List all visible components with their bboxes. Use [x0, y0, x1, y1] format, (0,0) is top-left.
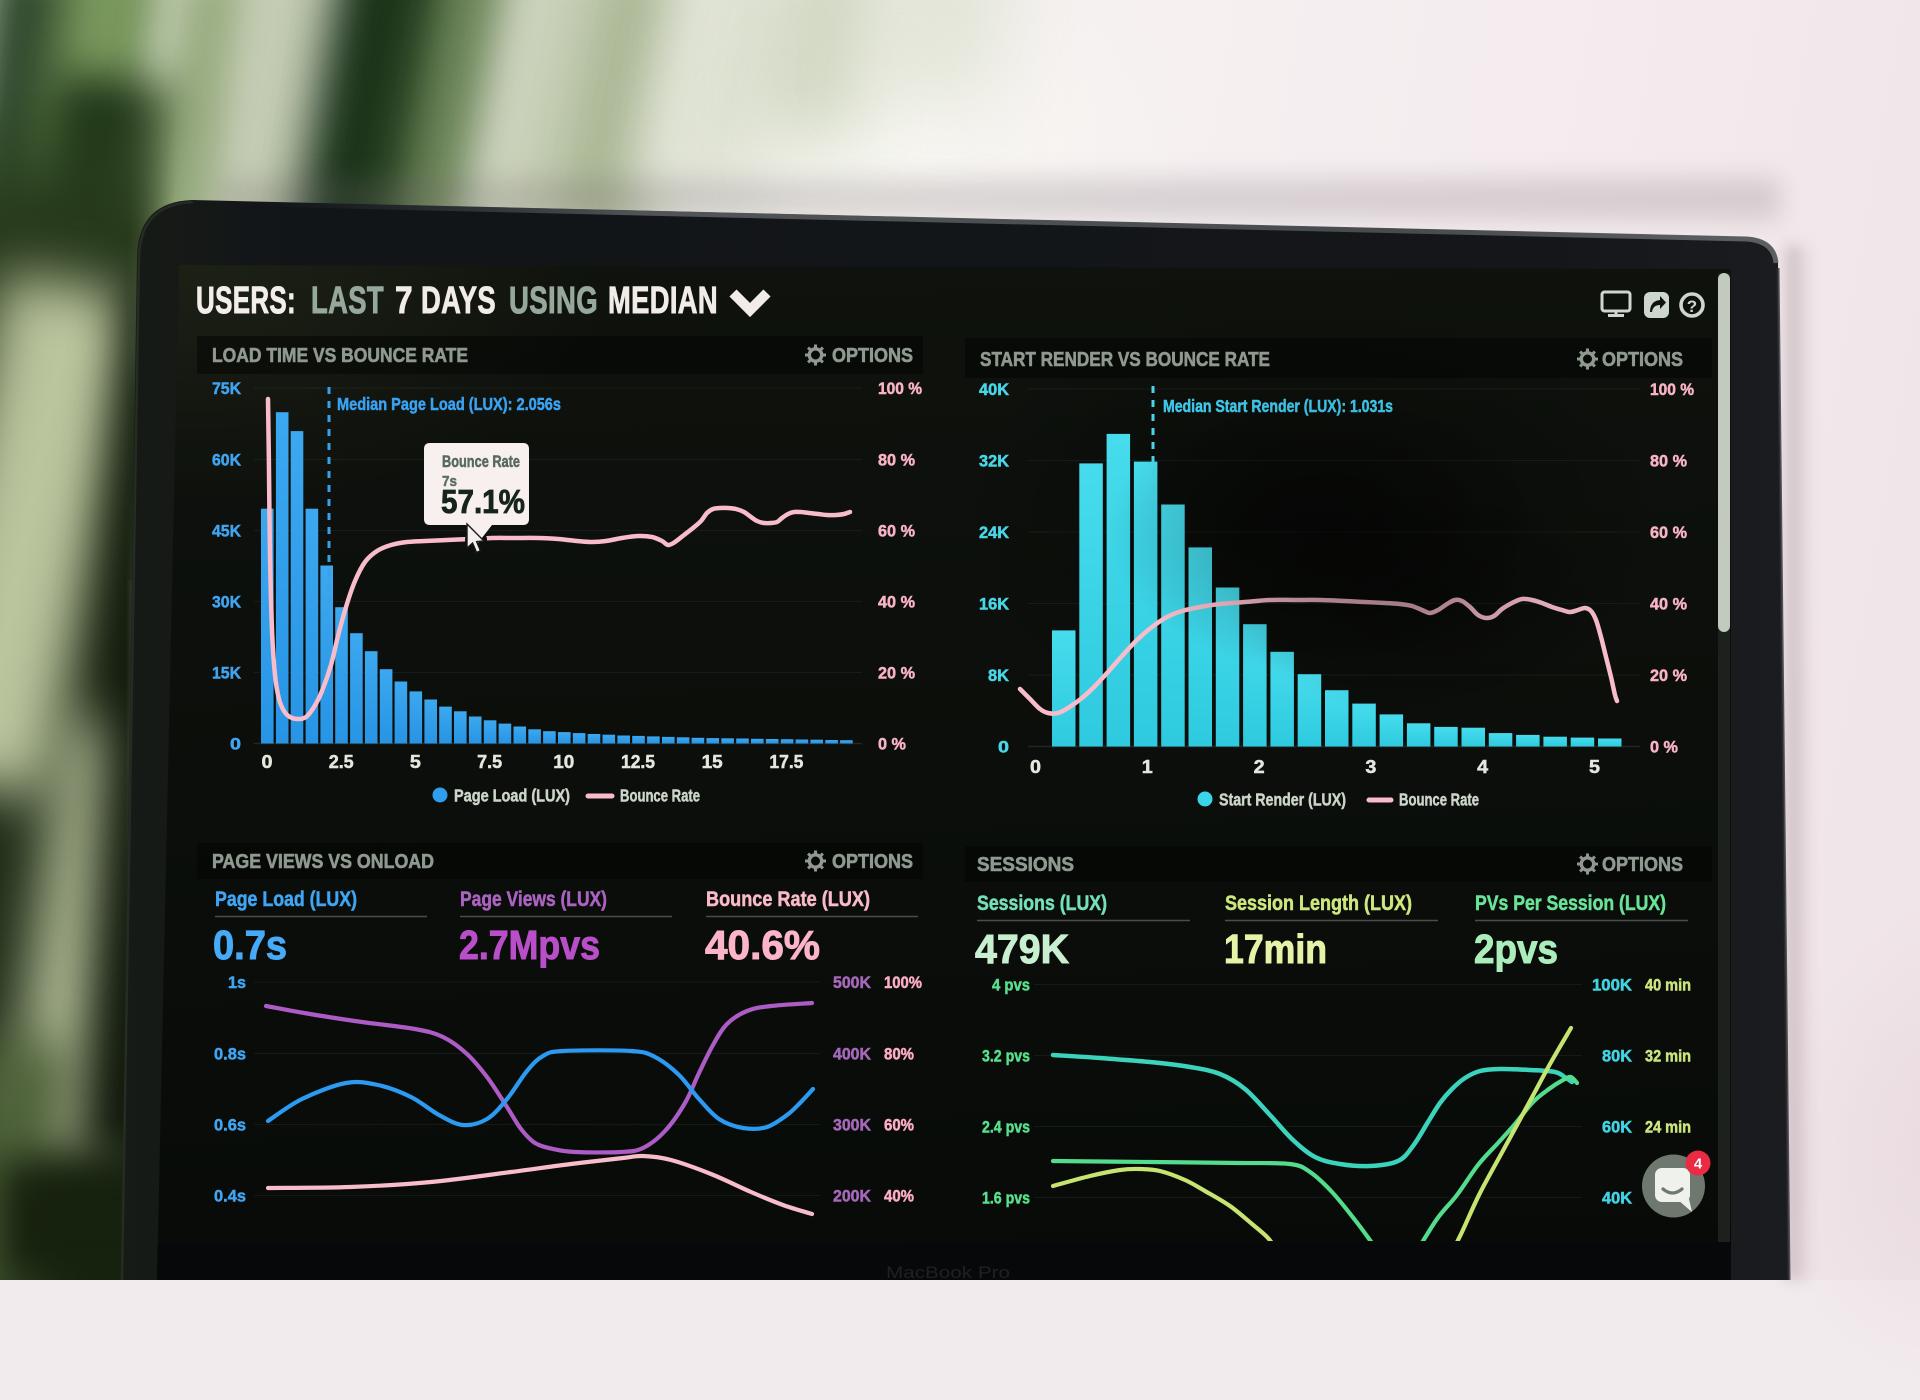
- svg-text:OPTIONS: OPTIONS: [1602, 854, 1683, 876]
- svg-text:0: 0: [230, 735, 241, 754]
- svg-text:100K: 100K: [1592, 976, 1633, 995]
- svg-text:80%: 80%: [884, 1045, 914, 1064]
- svg-text:80 %: 80 %: [878, 451, 915, 470]
- svg-text:16K: 16K: [979, 595, 1010, 614]
- svg-text:2pvs: 2pvs: [1474, 926, 1558, 972]
- svg-text:2: 2: [1254, 756, 1265, 777]
- svg-text:0: 0: [262, 751, 273, 772]
- svg-text:10: 10: [553, 751, 574, 772]
- svg-text:1: 1: [1142, 756, 1153, 777]
- svg-text:75K: 75K: [212, 379, 242, 398]
- svg-text:32 min: 32 min: [1645, 1047, 1691, 1066]
- svg-text:4 pvs: 4 pvs: [992, 976, 1030, 995]
- svg-text:PVs Per Session (LUX): PVs Per Session (LUX): [1475, 892, 1666, 915]
- svg-text:?: ?: [1687, 297, 1697, 316]
- svg-text:200K: 200K: [833, 1187, 872, 1206]
- svg-text:100%: 100%: [884, 973, 922, 992]
- svg-text:40 %: 40 %: [878, 593, 915, 612]
- svg-text:Bounce Rate: Bounce Rate: [620, 786, 700, 806]
- svg-text:45K: 45K: [212, 522, 242, 541]
- svg-text:4: 4: [1694, 1156, 1703, 1173]
- svg-text:0.7s: 0.7s: [213, 922, 287, 968]
- svg-text:1s: 1s: [228, 973, 246, 992]
- svg-text:Page Load (LUX): Page Load (LUX): [215, 888, 357, 911]
- svg-text:Sessions (LUX): Sessions (LUX): [977, 892, 1107, 915]
- svg-text:60K: 60K: [212, 451, 242, 470]
- svg-text:2.5: 2.5: [329, 751, 354, 772]
- svg-text:Median Page Load (LUX): 2.056s: Median Page Load (LUX): 2.056s: [337, 394, 561, 414]
- svg-text:OPTIONS: OPTIONS: [1602, 349, 1683, 371]
- svg-text:Median Start Render (LUX): 1.0: Median Start Render (LUX): 1.031s: [1163, 396, 1393, 416]
- svg-text:5: 5: [1589, 756, 1600, 777]
- svg-text:80K: 80K: [1602, 1047, 1633, 1066]
- svg-text:OPTIONS: OPTIONS: [832, 345, 913, 367]
- svg-text:24 min: 24 min: [1645, 1118, 1691, 1137]
- svg-text:17.5: 17.5: [769, 751, 803, 772]
- svg-text:40%: 40%: [884, 1187, 914, 1206]
- svg-text:20 %: 20 %: [1650, 666, 1687, 685]
- svg-text:0.4s: 0.4s: [214, 1187, 246, 1206]
- svg-text:40 min: 40 min: [1645, 976, 1691, 995]
- svg-text:PAGE VIEWS VS ONLOAD: PAGE VIEWS VS ONLOAD: [212, 851, 434, 873]
- svg-text:0 %: 0 %: [878, 735, 906, 754]
- svg-text:4: 4: [1477, 756, 1489, 777]
- svg-text:60K: 60K: [1602, 1118, 1633, 1137]
- svg-text:1.6 pvs: 1.6 pvs: [982, 1189, 1030, 1208]
- svg-text:100 %: 100 %: [1650, 380, 1694, 399]
- svg-text:Start Render (LUX): Start Render (LUX): [1219, 790, 1346, 810]
- svg-text:7s: 7s: [442, 473, 457, 490]
- svg-text:32K: 32K: [979, 452, 1010, 471]
- svg-text:60 %: 60 %: [878, 522, 915, 541]
- svg-text:12.5: 12.5: [621, 751, 655, 772]
- svg-text:20 %: 20 %: [878, 664, 915, 683]
- svg-text:0.6s: 0.6s: [214, 1116, 246, 1135]
- svg-text:7.5: 7.5: [477, 751, 502, 772]
- svg-text:40.6%: 40.6%: [705, 922, 820, 968]
- svg-text:2.4 pvs: 2.4 pvs: [982, 1118, 1030, 1137]
- svg-text:40K: 40K: [1602, 1189, 1633, 1208]
- svg-text:Bounce Rate (LUX): Bounce Rate (LUX): [706, 888, 870, 911]
- svg-text:5: 5: [410, 751, 421, 772]
- svg-text:40 %: 40 %: [1650, 595, 1687, 614]
- svg-text:60%: 60%: [884, 1116, 914, 1135]
- svg-text:24K: 24K: [979, 523, 1010, 542]
- svg-text:15K: 15K: [212, 664, 242, 683]
- svg-text:479K: 479K: [975, 926, 1069, 972]
- svg-text:400K: 400K: [833, 1045, 872, 1064]
- svg-text:80 %: 80 %: [1650, 452, 1687, 471]
- svg-text:LOAD TIME VS BOUNCE RATE: LOAD TIME VS BOUNCE RATE: [212, 345, 468, 367]
- svg-text:0: 0: [1030, 756, 1041, 777]
- svg-text:0.8s: 0.8s: [214, 1045, 246, 1064]
- svg-text:2.7Mpvs: 2.7Mpvs: [459, 922, 600, 968]
- svg-text:3: 3: [1365, 756, 1376, 777]
- svg-text:0: 0: [998, 738, 1009, 757]
- svg-text:30K: 30K: [212, 593, 242, 612]
- svg-text:Page Load (LUX): Page Load (LUX): [454, 786, 570, 806]
- svg-text:Session Length (LUX): Session Length (LUX): [1225, 892, 1412, 915]
- svg-text:15: 15: [702, 751, 723, 772]
- svg-text:17min: 17min: [1224, 926, 1327, 972]
- svg-text:60 %: 60 %: [1650, 523, 1687, 542]
- svg-text:START RENDER VS BOUNCE RATE: START RENDER VS BOUNCE RATE: [980, 349, 1270, 371]
- svg-text:Bounce Rate: Bounce Rate: [1399, 790, 1479, 810]
- svg-text:Bounce Rate: Bounce Rate: [442, 453, 520, 471]
- svg-text:100 %: 100 %: [878, 379, 922, 398]
- svg-text:OPTIONS: OPTIONS: [832, 851, 913, 873]
- svg-text:MacBook Pro: MacBook Pro: [886, 1263, 1010, 1280]
- svg-text:40K: 40K: [979, 380, 1010, 399]
- svg-text:3.2 pvs: 3.2 pvs: [982, 1047, 1030, 1066]
- svg-text:500K: 500K: [833, 973, 872, 992]
- svg-text:SESSIONS: SESSIONS: [977, 854, 1074, 876]
- svg-text:300K: 300K: [833, 1116, 872, 1135]
- svg-text:0 %: 0 %: [1650, 738, 1678, 757]
- svg-text:Page Views (LUX): Page Views (LUX): [460, 888, 607, 911]
- svg-text:8K: 8K: [988, 666, 1010, 685]
- svg-text:57.1%: 57.1%: [441, 483, 525, 520]
